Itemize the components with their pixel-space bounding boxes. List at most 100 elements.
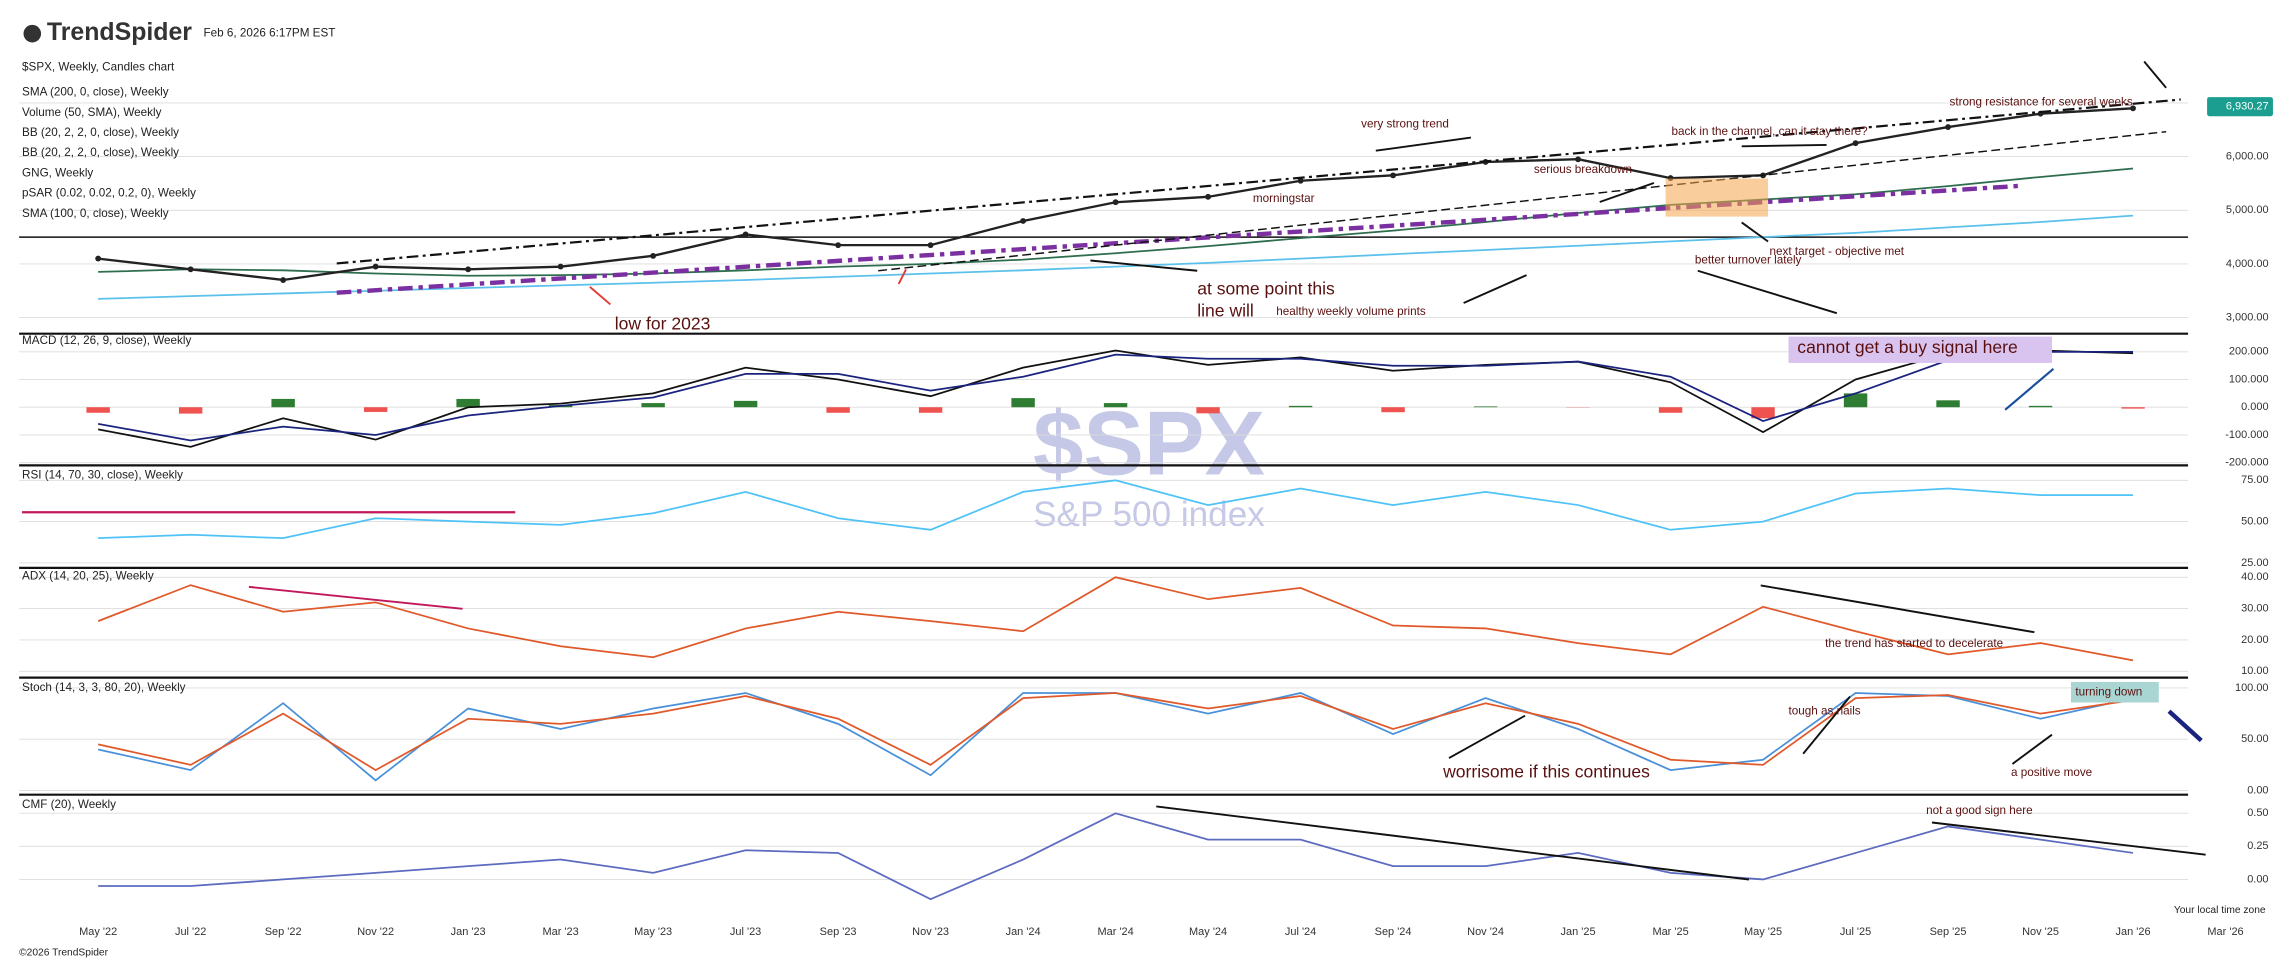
annotation: turning down	[2075, 685, 2142, 698]
histogram-bar	[1103, 403, 1128, 408]
price-point	[927, 242, 934, 249]
panel-title: RSI (14, 70, 30, close), Weekly	[22, 469, 183, 482]
y-tick-label: 3,000.00	[2226, 311, 2269, 323]
arrow	[2011, 733, 2053, 765]
copyright: ©2026 TrendSpider	[19, 947, 108, 958]
panel-title: ADX (14, 20, 25), Weekly	[22, 570, 154, 583]
x-tick-label: Jan '25	[1561, 926, 1596, 938]
arrow	[248, 585, 463, 610]
price-point	[2130, 105, 2136, 112]
annotation: low for 2023	[615, 314, 711, 334]
annotation: morningstar	[1253, 192, 1315, 205]
watermark: $SPX S&P 500 index	[1033, 394, 1265, 534]
legend-entry: SMA (100, 0, close), Weekly	[22, 207, 169, 220]
x-tick-label: Mar '23	[543, 926, 579, 938]
annotation: cannot get a buy signal here	[1797, 337, 2017, 357]
annotation: very strong trend	[1361, 117, 1449, 130]
annotation: at some point this	[1197, 278, 1335, 298]
price-point	[1112, 199, 1119, 206]
annotations: very strong trend back in the channel, c…	[615, 96, 2143, 817]
histogram-bar	[178, 407, 203, 414]
price-point	[835, 242, 842, 249]
annotation: worrisome if this continues	[1442, 761, 1650, 781]
arrow	[897, 268, 907, 285]
annotation: line will	[1197, 300, 1254, 320]
arrow	[2143, 60, 2167, 89]
x-tick-label: May '22	[79, 926, 117, 938]
watermark-symbol: $SPX	[1033, 394, 1265, 495]
y-tick-label: 6,000.00	[2226, 150, 2269, 162]
price-point	[1390, 172, 1397, 179]
x-tick-label: May '24	[1189, 926, 1227, 938]
y-tick-label: 4,000.00	[2226, 258, 2269, 270]
legend-entry: Volume (50, SMA), Weekly	[22, 106, 162, 119]
panel-separators	[19, 236, 2189, 796]
x-tick-label: Nov '23	[912, 926, 949, 938]
histogram-bar	[456, 398, 480, 408]
y-tick-label: 100.00	[2235, 682, 2269, 694]
arrow	[1931, 821, 2206, 856]
histogram-bar	[2028, 405, 2053, 408]
series-line	[97, 576, 2134, 662]
legend-entry: BB (20, 2, 2, 0, close), Weekly	[22, 146, 179, 159]
annotation: next target - objective met	[1769, 245, 1904, 258]
y-tick-label: 0.25	[2247, 840, 2268, 852]
annotation: healthy weekly volume prints	[1276, 305, 1426, 318]
price-point	[95, 255, 102, 262]
series-line	[98, 167, 2134, 277]
y-tick-label: 25.00	[2241, 557, 2268, 569]
arrow	[1741, 221, 1769, 243]
series-line	[97, 349, 2134, 448]
x-tick-label: Jan '23	[451, 926, 486, 938]
price-point	[742, 231, 749, 238]
legend-entry: GNG, Weekly	[22, 166, 93, 179]
y-tick-label: 200.000	[2229, 346, 2269, 358]
price-point	[280, 277, 287, 283]
header: TrendSpider Feb 6, 2026 6:17PM EST	[23, 18, 336, 46]
histogram-bar	[1381, 407, 1405, 413]
y-tick-label: -100.000	[2225, 429, 2268, 441]
y-tick-label: 30.00	[2241, 603, 2268, 615]
x-tick-label: Sep '24	[1375, 926, 1412, 938]
annotation: tough as nails	[1789, 704, 1861, 717]
price-point	[1205, 193, 1212, 200]
timestamp: Feb 6, 2026 6:17PM EST	[204, 27, 336, 40]
annotation: the trend has started to decelerate	[1825, 637, 2003, 650]
y-tick-label: 40.00	[2241, 571, 2268, 583]
histogram-bar	[1288, 405, 1313, 408]
price-point	[1575, 156, 1581, 163]
footer: ©2026 TrendSpider Your local time zone	[19, 905, 2266, 958]
x-tick-label: Nov '22	[357, 926, 394, 938]
histogram-bar	[733, 400, 758, 408]
y-tick-label: 10.00	[2241, 665, 2268, 677]
y-tick-label: 50.00	[2241, 515, 2268, 527]
arrow	[2167, 709, 2203, 743]
y-tick-label: 5,000.00	[2226, 204, 2269, 216]
annotation: better turnover lately	[1695, 254, 1802, 267]
x-tick-label: Mar '25	[1652, 926, 1688, 938]
plot-area: May '22 Jul '22 Sep '22 Nov '22 Jan '23 Mar '…	[19, 60, 2273, 938]
price-point	[1020, 218, 1027, 224]
x-tick-label: May '25	[1744, 926, 1782, 938]
legend-entry: SMA (200, 0, close), Weekly	[22, 85, 169, 98]
histogram-bar	[363, 407, 388, 412]
logo: TrendSpider	[47, 18, 192, 46]
y-tick-label: 0.00	[2247, 873, 2268, 885]
trend-line	[336, 98, 2181, 265]
price-point	[372, 263, 379, 270]
annotation: not a good sign here	[1926, 804, 2033, 817]
price-point	[557, 263, 564, 270]
histogram-bar	[86, 407, 110, 413]
x-tick-label: May '23	[634, 926, 672, 938]
price-point	[465, 266, 472, 273]
logo-icon	[23, 24, 42, 43]
highlight-box	[1665, 178, 1769, 217]
arrow	[589, 286, 612, 306]
x-tick-label: Sep '23	[820, 926, 857, 938]
x-tick-label: Jul '25	[1840, 926, 1871, 938]
histogram-bar	[1658, 407, 1683, 413]
series-line	[97, 350, 2134, 442]
x-tick-label: Sep '22	[265, 926, 302, 938]
x-tick-label: Nov '24	[1467, 926, 1504, 938]
